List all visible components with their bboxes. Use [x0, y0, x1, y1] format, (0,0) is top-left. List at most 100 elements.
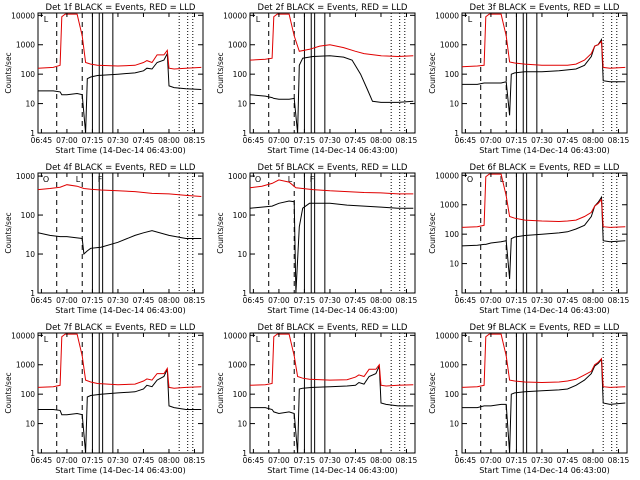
x-tick-label: 08:15 [608, 136, 630, 145]
x-tick-label: 06:45 [243, 296, 265, 305]
lld-series-line [249, 333, 414, 387]
plot-frame [461, 12, 628, 134]
x-tick-label: 06:45 [455, 296, 477, 305]
events-series-line [462, 358, 626, 454]
y-tick-label: 100 [233, 390, 248, 399]
panel-marker: L [288, 175, 293, 184]
y-axis-label: Counts/sec [4, 372, 13, 413]
y-axis-label: Counts/sec [428, 212, 437, 253]
x-tick-label: 06:45 [243, 136, 265, 145]
x-tick-label: 07:30 [319, 456, 341, 465]
x-tick-label: 08:15 [396, 296, 418, 305]
x-tick-label: 07:30 [531, 296, 553, 305]
y-axis-label: Counts/sec [4, 52, 13, 93]
panel-marker: L [468, 335, 473, 344]
y-axis-label: Counts/sec [216, 52, 225, 93]
x-tick-label: 07:15 [506, 296, 528, 305]
y-tick-label: 1000 [228, 361, 247, 370]
chart-title: Det 1f BLACK = Events, RED = LLD [46, 3, 196, 13]
y-tick-label: 1 [242, 289, 247, 298]
x-tick-label: 07:30 [107, 456, 129, 465]
events-series-line [250, 365, 414, 454]
x-axis-label: Start Time (14-Dec-14 06:43:00) [479, 306, 610, 315]
x-tick-label: 07:45 [345, 456, 367, 465]
chart-title: Det 3f BLACK = Events, RED = LLD [470, 3, 620, 13]
chart-title: Det 6f BLACK = Events, RED = LLD [470, 163, 620, 173]
y-axis-label: Counts/sec [428, 52, 437, 93]
panel-marker: O [255, 175, 261, 184]
y-tick-label: 100 [21, 211, 36, 220]
y-tick-label: 100 [21, 70, 36, 79]
y-tick-label: 10000 [223, 11, 247, 20]
lld-series-line [249, 13, 414, 61]
x-tick-label: 08:00 [158, 456, 180, 465]
y-tick-label: 1 [242, 129, 247, 138]
chart-panel: Det 2f BLACK = Events, RED = LLD L 06:45 07… [216, 3, 418, 155]
panel-marker: O [43, 175, 49, 184]
x-axis-label: Start Time (14-Dec-14 06:43:00) [479, 466, 610, 475]
x-tick-label: 07:00 [268, 456, 290, 465]
x-tick-label: 07:45 [557, 456, 579, 465]
x-tick-label: 07:45 [345, 136, 367, 145]
x-tick-label: 06:45 [31, 296, 53, 305]
x-tick-label: 07:30 [319, 136, 341, 145]
events-series-line [37, 230, 202, 256]
y-tick-label: 10000 [11, 11, 35, 20]
x-axis-label: Start Time (14-Dec-14 06:43:00) [55, 306, 186, 315]
x-axis-label: Start Time (14-Dec-14 06:43:00) [267, 306, 398, 315]
plot-frame [249, 172, 416, 294]
plot-frame [37, 332, 204, 454]
plot-frame [37, 12, 204, 134]
x-axis-label: Start Time (14-Dec-14 06:43:00) [267, 466, 398, 475]
y-tick-label: 1000 [16, 172, 35, 181]
x-tick-label: 07:45 [133, 456, 155, 465]
events-series-line [462, 38, 626, 116]
y-axis-label: Counts/sec [4, 212, 13, 253]
x-tick-label: 06:45 [243, 456, 265, 465]
y-tick-label: 10000 [435, 11, 459, 20]
x-tick-label: 08:15 [608, 296, 630, 305]
x-tick-label: 06:45 [455, 136, 477, 145]
x-tick-label: 07:00 [56, 136, 78, 145]
x-tick-label: 07:30 [531, 136, 553, 145]
events-series-line [249, 55, 414, 134]
x-tick-label: 07:15 [82, 136, 104, 145]
chart-title: Det 5f BLACK = Events, RED = LLD [258, 163, 408, 173]
x-tick-label: 08:00 [370, 296, 392, 305]
x-tick-label: 07:30 [107, 296, 129, 305]
x-tick-label: 07:30 [319, 296, 341, 305]
x-tick-label: 07:15 [506, 456, 528, 465]
x-axis-label: Start Time (14-Dec-14 06:43:00) [55, 466, 186, 475]
chart-title: Det 2f BLACK = Events, RED = LLD [258, 3, 408, 13]
x-tick-label: 07:30 [107, 136, 129, 145]
y-tick-label: 1 [454, 449, 459, 458]
y-tick-label: 100 [21, 390, 36, 399]
x-tick-label: 07:45 [345, 296, 367, 305]
x-tick-label: 07:15 [294, 456, 316, 465]
x-tick-label: 08:00 [158, 136, 180, 145]
lld-series-line [461, 13, 626, 69]
events-series-line [38, 369, 202, 454]
x-axis-label: Start Time (14-Dec-14 06:43:00) [55, 146, 186, 155]
x-tick-label: 08:15 [396, 136, 418, 145]
lld-series-line [461, 333, 626, 388]
plot-frame [249, 332, 416, 454]
x-tick-label: 08:00 [582, 296, 604, 305]
x-tick-label: 08:00 [370, 136, 392, 145]
x-tick-label: 08:15 [396, 456, 418, 465]
y-tick-label: 10000 [223, 331, 247, 340]
x-tick-label: 08:15 [184, 456, 206, 465]
y-tick-label: 1000 [16, 41, 35, 50]
plot-frame [461, 332, 628, 454]
x-tick-label: 06:45 [31, 456, 53, 465]
panel-marker: O [467, 175, 473, 184]
events-series-line [38, 51, 202, 134]
x-tick-label: 07:00 [56, 296, 78, 305]
y-tick-label: 1000 [228, 41, 247, 50]
panel-marker: F [98, 175, 103, 184]
panel-marker: L [256, 15, 261, 24]
x-tick-label: 08:15 [184, 296, 206, 305]
y-axis-label: Counts/sec [428, 372, 437, 413]
y-tick-label: 100 [445, 230, 460, 239]
